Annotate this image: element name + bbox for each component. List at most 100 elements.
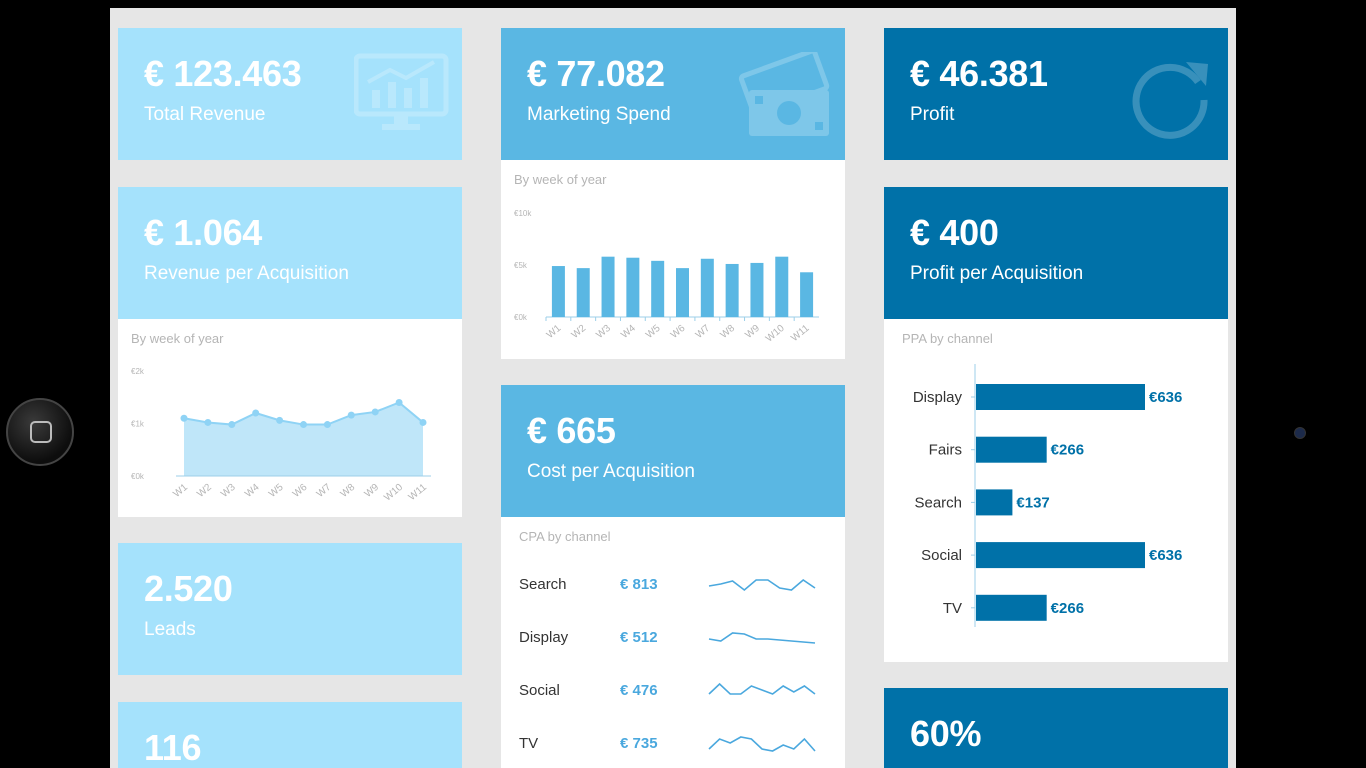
home-square-icon: [30, 421, 52, 443]
sparkline-line: [708, 578, 816, 592]
marketing-bar-chart: €10k €5k €0k W1 W2 W3 W4 W5 W6 W7 W8 W9 W10 W11: [514, 209, 819, 345]
category-label: Display: [913, 389, 963, 406]
x-tick-label: W10: [382, 482, 405, 504]
cpa-row: Search € 813: [501, 572, 845, 596]
kpi-value: € 665: [527, 410, 616, 451]
kpi-profit: € 46.381 Profit: [884, 28, 1228, 160]
kpi-label: Profit per Acquisition: [910, 263, 1084, 284]
data-point: [276, 416, 284, 424]
cpa-channel-card: CPA by channel Search € 813 Display € 512 So…: [501, 517, 845, 768]
kpi-total-revenue: € 123.463 Total Revenue: [118, 28, 462, 160]
kpi-value: € 77.082: [527, 53, 665, 94]
x-tick-label: W4: [243, 482, 262, 500]
kpi-value: 60%: [910, 713, 982, 754]
kpi-label: Marketing Spend: [527, 104, 671, 125]
data-point: [300, 421, 307, 429]
chart-subtitle: CPA by channel: [519, 529, 611, 544]
bar-value-label: €266: [1051, 442, 1084, 459]
bar: [700, 258, 714, 317]
sparkline: [708, 578, 816, 592]
x-tick-label: W11: [789, 323, 812, 344]
revenue-area-chart-card: By week of year €2k €1k €0k W1 W2 W3 W4 W5 W6 W7 W…: [118, 319, 462, 517]
cpa-channel-name: TV: [519, 735, 539, 752]
bar-value-label: €266: [1051, 600, 1084, 617]
kpi-value: 2.520: [144, 568, 233, 609]
ppa-channel-bar-chart: Display €636 Fairs €266 Search €137 Social €636…: [913, 364, 1182, 627]
x-tick-label: W1: [545, 323, 564, 341]
category-label: Social: [921, 547, 962, 564]
home-button[interactable]: [6, 398, 74, 466]
bar: [601, 256, 615, 317]
x-tick-label: W10: [764, 323, 787, 345]
x-tick-label: W11: [407, 482, 430, 503]
area-fill: [184, 402, 423, 476]
sparkline: [708, 736, 816, 752]
cpa-channel-name: Display: [519, 629, 569, 646]
y-tick-label: €10k: [514, 209, 532, 218]
money-icon: [738, 52, 830, 136]
camera-icon: [1294, 427, 1306, 439]
sparkline-line: [708, 682, 816, 695]
ppa-channel-chart-card: PPA by channel Display €636 Fairs €266 Searc…: [884, 319, 1228, 662]
x-tick-label: W9: [363, 482, 382, 500]
kpi-marketing-spend: € 77.082 Marketing Spend: [501, 28, 845, 160]
chart-subtitle: PPA by channel: [902, 331, 993, 346]
kpi-cost-per-acquisition: € 665 Cost per Acquisition: [501, 385, 845, 517]
kpi-label: Total Revenue: [144, 104, 266, 125]
bar-value-label: €636: [1149, 389, 1182, 406]
bar: [976, 594, 1047, 621]
kpi-label: Revenue per Acquisition: [144, 263, 349, 284]
data-point: [395, 399, 403, 406]
cpa-row: TV € 735: [501, 731, 845, 755]
bar: [800, 272, 814, 317]
category-label: Fairs: [929, 442, 962, 459]
kpi-value: € 123.463: [144, 53, 302, 94]
x-tick-label: W3: [594, 323, 613, 341]
kpi-bottom-right: 60%: [884, 688, 1228, 768]
bar: [976, 542, 1145, 569]
y-tick-label: €0k: [131, 472, 145, 481]
kpi-label: Profit: [910, 104, 955, 125]
data-point: [323, 421, 331, 429]
sparkline-line: [708, 632, 816, 644]
bar: [750, 262, 764, 317]
data-point: [347, 411, 355, 419]
bar: [976, 489, 1013, 516]
kpi-revenue-per-acquisition: € 1.064 Revenue per Acquisition: [118, 187, 462, 319]
category-label: Search: [914, 494, 962, 511]
sparkline: [708, 632, 816, 644]
cpa-amount: € 813: [620, 576, 658, 593]
data-point: [228, 421, 236, 429]
y-tick-label: €5k: [514, 261, 528, 270]
y-tick-label: €0k: [514, 313, 528, 322]
bar: [651, 260, 665, 317]
x-tick-label: W2: [570, 323, 589, 341]
kpi-value: € 400: [910, 212, 999, 253]
refresh-icon: [1132, 62, 1208, 139]
bar: [676, 268, 689, 317]
monitor-chart-icon: [354, 53, 449, 130]
x-tick-label: W4: [619, 323, 638, 341]
bar-value-label: €137: [1016, 494, 1049, 511]
x-tick-label: W6: [291, 482, 310, 500]
x-tick-label: W1: [171, 482, 190, 500]
bar: [775, 256, 789, 317]
kpi-profit-per-acquisition: € 400 Profit per Acquisition: [884, 187, 1228, 319]
x-tick-label: W6: [669, 323, 688, 341]
y-tick-label: €1k: [131, 420, 145, 429]
data-point: [419, 418, 427, 426]
x-tick-label: W8: [339, 482, 358, 500]
x-tick-label: W5: [267, 482, 286, 500]
bar: [551, 266, 565, 317]
data-point: [252, 409, 260, 417]
dashboard-screen: € 123.463 Total Revenue € 77.082 Marketi…: [110, 8, 1236, 768]
data-point: [180, 414, 188, 422]
cpa-amount: € 735: [620, 735, 658, 752]
bar: [976, 384, 1145, 410]
kpi-label: Leads: [144, 619, 196, 640]
x-tick-label: W7: [315, 482, 334, 500]
x-tick-label: W9: [743, 323, 762, 341]
bar-value-label: €636: [1149, 547, 1182, 564]
x-tick-label: W3: [219, 482, 238, 500]
kpi-value: 116: [144, 727, 202, 768]
